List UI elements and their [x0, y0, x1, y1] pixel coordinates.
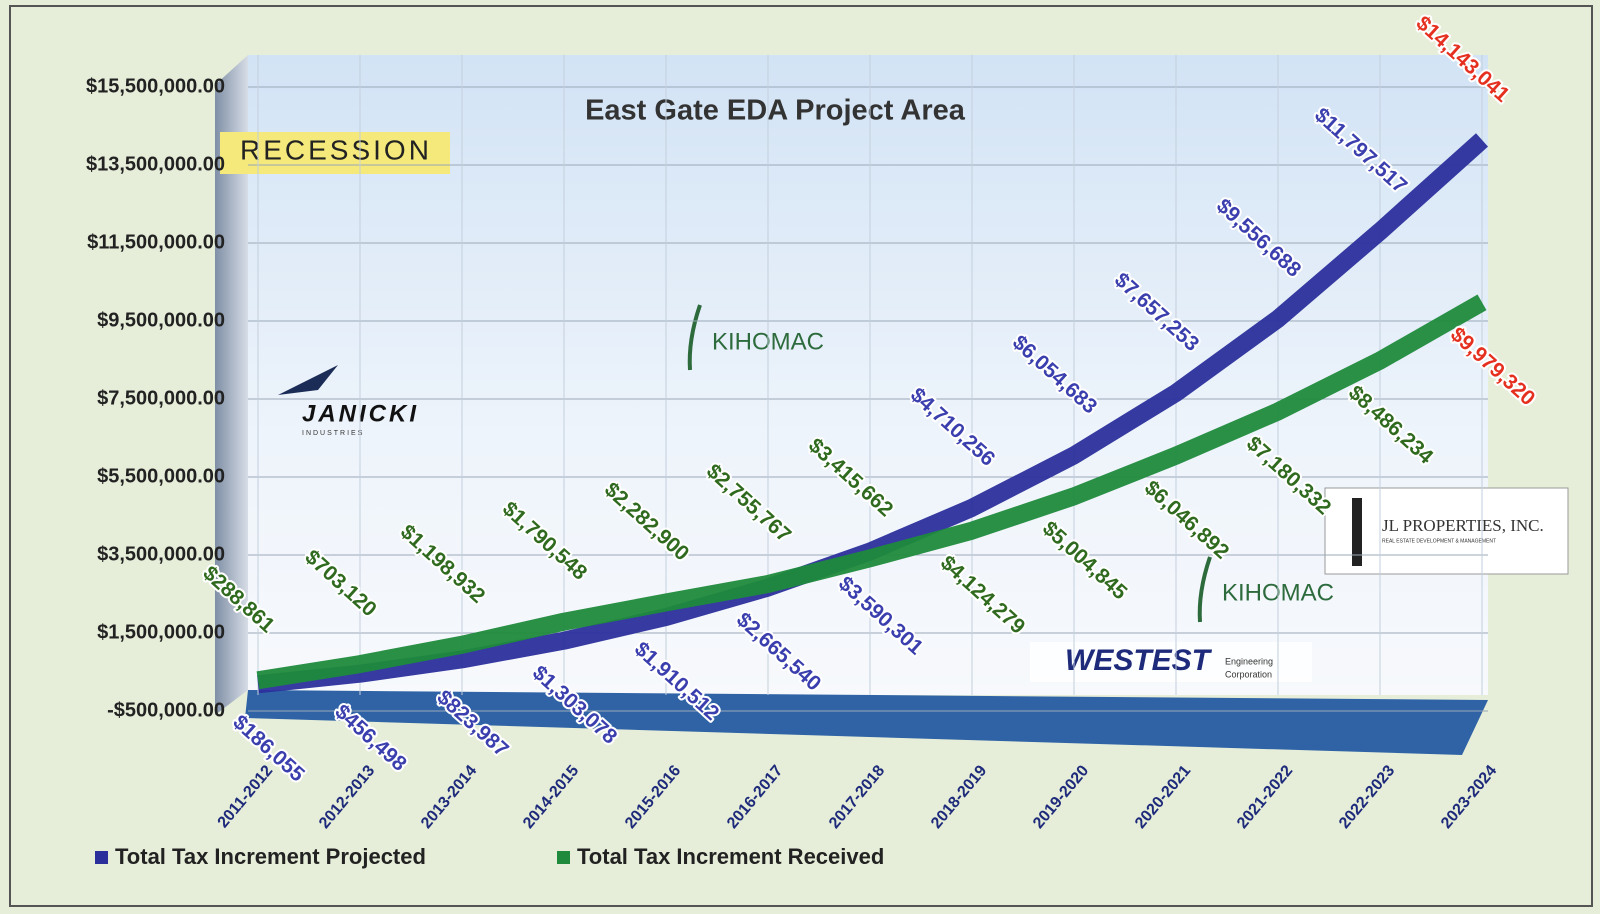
y-tick-label: $13,500,000.00: [86, 153, 225, 175]
legend-swatch: [95, 851, 108, 864]
y-tick-label: $1,500,000.00: [97, 621, 225, 643]
y-tick-label: $9,500,000.00: [97, 309, 225, 331]
jl-logo-mark: [1352, 498, 1362, 566]
annotation: Engineering: [1225, 656, 1273, 666]
annotation: WESTEST: [1065, 644, 1213, 677]
legend-label: Total Tax Increment Projected: [115, 844, 426, 869]
legend-label: Total Tax Increment Received: [577, 844, 884, 869]
annotation: JANICKI: [302, 400, 419, 427]
y-tick-label: $3,500,000.00: [97, 543, 225, 565]
chart: East Gate EDA Project Area RECESSIONKIHO…: [0, 0, 1600, 914]
legend-swatch: [557, 851, 570, 864]
annotation: Corporation: [1225, 669, 1272, 679]
annotation: RECESSION: [240, 134, 432, 165]
annotation: REAL ESTATE DEVELOPMENT & MANAGEMENT: [1382, 538, 1496, 544]
y-tick-label: $15,500,000.00: [86, 75, 225, 97]
y-tick-label: $5,500,000.00: [97, 465, 225, 487]
y-tick-label: $11,500,000.00: [87, 231, 225, 253]
y-tick-label: $7,500,000.00: [97, 387, 225, 409]
chart-title: East Gate EDA Project Area: [585, 95, 966, 127]
annotation: INDUSTRIES: [302, 430, 364, 437]
y-tick-label: -$500,000.00: [107, 699, 225, 721]
annotation: JL PROPERTIES, INC.: [1382, 516, 1544, 535]
